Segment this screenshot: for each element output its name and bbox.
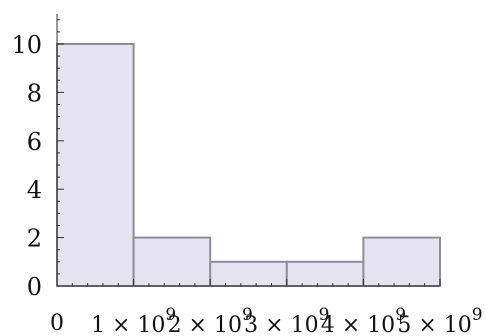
axes-group xyxy=(56,14,440,287)
histogram-bar-4 xyxy=(285,260,365,287)
x-tick-label: 1 × 109 xyxy=(91,305,176,336)
bars-group xyxy=(56,43,441,288)
y-ticks-group: 0 2 4 6 8 10 xyxy=(11,19,64,301)
x-tick-label: 2 × 109 xyxy=(168,305,253,336)
y-tick-label: 8 xyxy=(27,79,42,107)
y-tick-label: 4 xyxy=(27,176,42,204)
x-tick-label: 5 × 109 xyxy=(397,305,482,336)
x-tick-label: 4 × 109 xyxy=(321,305,406,336)
histogram-bar-1 xyxy=(56,43,135,287)
histogram-bar-2 xyxy=(132,236,212,288)
histogram-bar-5 xyxy=(362,236,441,288)
x-tick-label: 3 × 109 xyxy=(244,305,329,336)
y-tick-label: 0 xyxy=(27,273,42,301)
y-tick-label: 6 xyxy=(27,128,42,156)
y-tick-label: 2 xyxy=(27,225,42,253)
histogram-bar-3 xyxy=(209,260,288,287)
x-tick-label: 0 xyxy=(50,311,64,336)
y-tick-label: 10 xyxy=(11,31,42,59)
